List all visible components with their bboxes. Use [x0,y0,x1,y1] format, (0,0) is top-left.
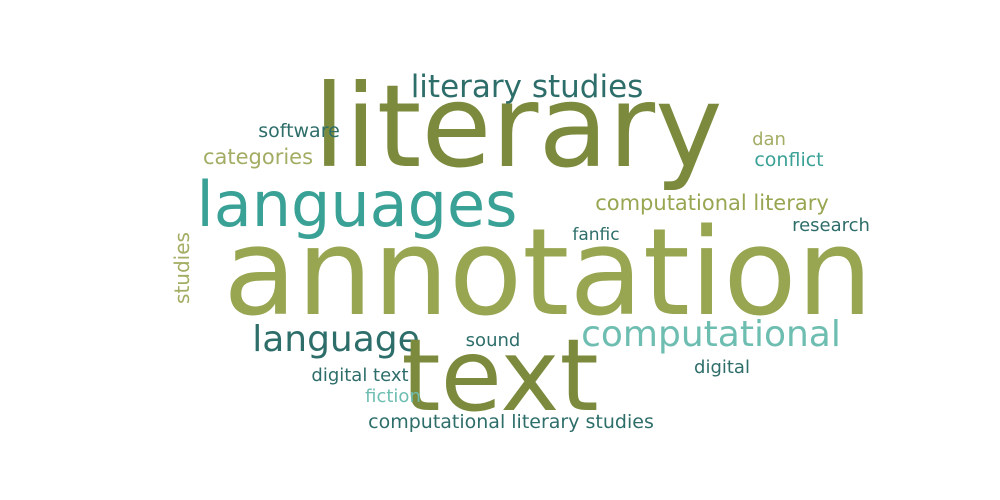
word-literary: literary [313,60,722,193]
word-digital: digital [694,357,750,378]
word-conflict: conflict [754,149,823,171]
word-categories: categories [203,145,313,169]
word-software: software [258,120,340,142]
word-language: language [252,319,420,360]
word-fiction: fiction [365,386,421,407]
word-text: text [401,317,598,434]
word-annotation: annotation [223,204,873,343]
word-research: research [792,215,870,236]
word-computational-literary: computational literary [595,191,829,215]
word-digital-text: digital text [311,365,408,386]
word-literary-studies: literary studies [411,69,644,105]
word-sound: sound [466,330,521,351]
word-computational: computational [581,314,841,355]
word-fanfic: fanfic [572,225,619,245]
word-dan: dan [752,129,786,150]
word-computational-literary-studies: computational literary studies [368,411,654,433]
word-studies: studies [170,232,194,304]
word-languages: languages [197,168,518,241]
